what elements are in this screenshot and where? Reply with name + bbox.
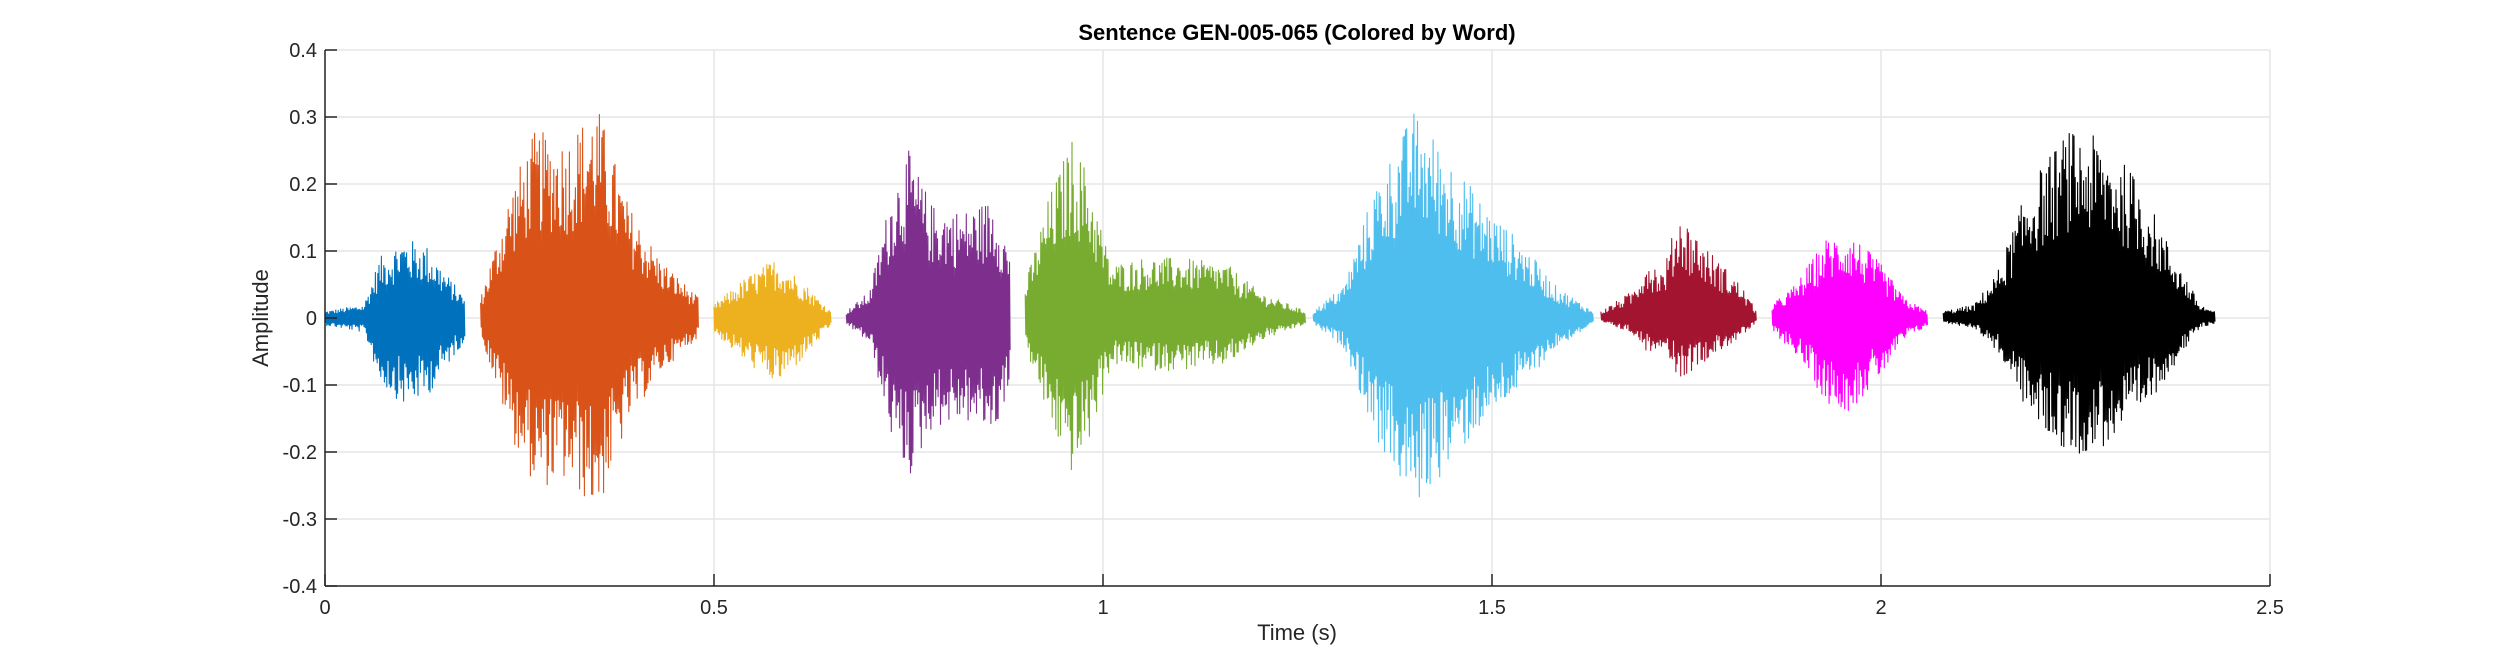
y-axis-label: Amplitude: [248, 269, 273, 367]
x-tick-label: 2: [1875, 597, 1886, 619]
y-tick-label: 0.4: [289, 40, 317, 62]
waveforms: [324, 113, 2216, 498]
x-tick-label: 1.5: [1478, 597, 1506, 619]
y-tick-label: 0: [306, 308, 317, 330]
waveform-series-4: [845, 150, 1011, 474]
waveform-series-1: [324, 241, 466, 402]
waveform-series-2: [480, 114, 699, 497]
waveform-series-7: [1600, 226, 1757, 377]
waveform-series-5: [1024, 141, 1306, 471]
waveform-series-3: [713, 262, 832, 379]
y-tick-label: -0.3: [283, 509, 317, 531]
y-tick-label: -0.4: [283, 576, 317, 598]
y-tick-label: -0.2: [283, 442, 317, 464]
y-axis-ticks: -0.4 -0.3 -0.2 -0.1 0 0.1 0.2 0.3 0.4: [283, 40, 337, 598]
x-tick-label: 0.5: [700, 597, 728, 619]
waveform-series-6: [1312, 113, 1594, 498]
chart-title: Sentence GEN-005-065 (Colored by Word): [1078, 20, 1515, 45]
x-tick-label: 1: [1097, 597, 1108, 619]
waveform-series-8: [1771, 240, 1929, 411]
y-tick-label: 0.3: [289, 107, 317, 129]
y-tick-label: -0.1: [283, 375, 317, 397]
y-tick-label: 0.2: [289, 174, 317, 196]
y-tick-label: 0.1: [289, 241, 317, 263]
x-axis-label: Time (s): [1257, 620, 1337, 645]
x-axis-ticks: 0 0.5 1 1.5 2 2.5: [319, 574, 2284, 619]
waveform-series-9: [1942, 132, 2216, 454]
x-tick-label: 2.5: [2256, 597, 2284, 619]
x-tick-label: 0: [319, 597, 330, 619]
